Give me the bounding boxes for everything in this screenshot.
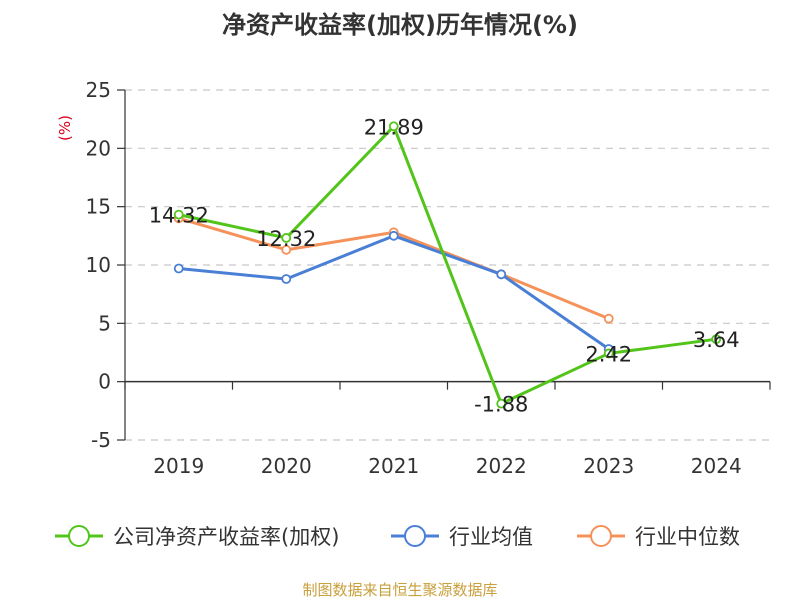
chart-title: 净资产收益率(加权)历年情况(%) [222,11,578,39]
data-point[interactable] [281,244,292,255]
data-point[interactable] [496,269,507,280]
legend-marker-icon [68,525,90,547]
data-label: -1.88 [474,393,528,417]
y-tick-label: 25 [86,78,111,102]
data-labels: 14.32 12.32 21.89 -1.88 2.42 3.64 [149,115,740,416]
legend-item-1[interactable]: 行业均值 [391,525,533,549]
legend-item-2[interactable]: 行业中位数 [577,525,740,549]
x-tick-label: 2021 [368,454,419,478]
axes: -5 0 5 10 15 20 25 2019 2020 2021 2022 2023 2024 [86,78,771,478]
data-point[interactable] [711,334,722,345]
data-point[interactable] [388,121,399,132]
data-point[interactable] [173,263,184,274]
x-tick-label: 2023 [583,454,634,478]
series-lines [173,121,722,409]
y-tick-label: -5 [91,428,111,452]
legend-label: 公司净资产收益率(加权) [113,525,339,549]
data-label: 21.89 [364,115,424,139]
data-label: 3.64 [693,328,740,352]
y-tick-label: 0 [98,370,111,394]
source-note: 制图数据来自恒生聚源数据库 [302,581,497,599]
data-label: 14.32 [149,204,209,228]
data-point[interactable] [281,274,292,284]
y-axis-label: (%) [56,115,74,141]
x-tick-label: 2020 [261,454,312,478]
legend-marker-icon [404,525,426,547]
series-line-0 [178,124,717,406]
y-tick-label: 5 [98,311,111,335]
legend-label: 行业中位数 [635,525,740,549]
data-point[interactable] [388,230,399,241]
data-point[interactable] [173,209,184,220]
legend-label: 行业均值 [449,525,533,549]
y-tick-label: 15 [86,195,111,219]
data-point[interactable] [496,398,507,409]
x-tick-label: 2019 [153,454,204,478]
y-tick-label: 10 [86,253,111,277]
data-label: 12.32 [256,227,316,251]
x-tick-label: 2024 [691,454,742,478]
legend-item-0[interactable]: 公司净资产收益率(加权) [55,525,339,549]
data-point[interactable] [603,348,614,359]
data-label: 2.42 [585,342,632,366]
y-tick-label: 20 [86,136,111,160]
legend: 公司净资产收益率(加权) 行业均值 行业中位数 [55,525,740,549]
data-point[interactable] [281,233,292,243]
data-point[interactable] [603,313,614,324]
legend-marker-icon [590,525,612,547]
grid-lines [125,89,770,441]
x-tick-label: 2022 [476,454,527,478]
